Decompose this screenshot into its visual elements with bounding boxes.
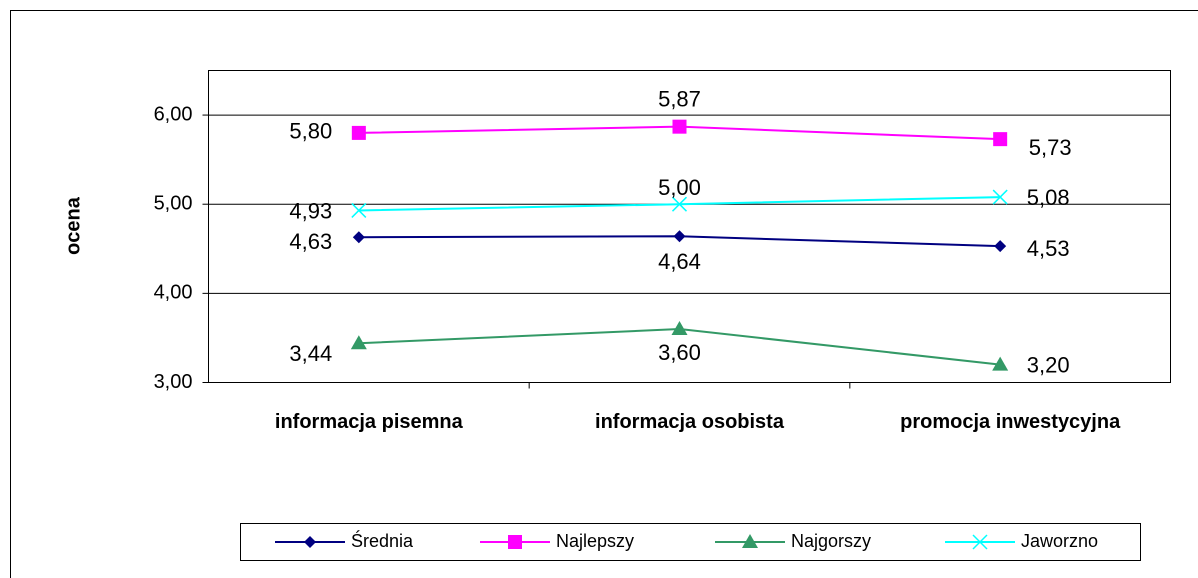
- marker: [350, 335, 367, 350]
- x-tick-label: informacja osobista: [595, 411, 785, 433]
- x-tick-label: promocja inwestycyjna: [900, 411, 1121, 433]
- value-label: 5,00: [658, 175, 701, 200]
- value-label: 5,73: [1029, 135, 1072, 160]
- marker: [352, 231, 365, 244]
- y-tick-label: 5,00: [154, 192, 193, 214]
- legend-label: Najgorszy: [791, 531, 871, 551]
- value-label: 5,80: [289, 119, 332, 144]
- legend-label: Średnia: [351, 530, 414, 551]
- legend-marker: [304, 536, 316, 548]
- marker: [993, 132, 1008, 147]
- marker: [672, 119, 687, 134]
- y-tick-label: 6,00: [154, 103, 193, 125]
- legend-marker: [742, 534, 758, 548]
- value-label: 3,44: [289, 341, 332, 366]
- value-label: 4,64: [658, 249, 701, 274]
- marker: [994, 240, 1007, 253]
- value-label: 3,20: [1027, 352, 1070, 377]
- x-tick-label: informacja pisemna: [275, 411, 464, 433]
- value-label: 5,87: [658, 86, 701, 111]
- y-tick-label: 3,00: [154, 371, 193, 393]
- marker: [671, 196, 688, 212]
- y-axis-label: ocena: [62, 196, 84, 255]
- value-label: 3,60: [658, 340, 701, 365]
- value-label: 4,93: [289, 198, 332, 223]
- value-label: 4,63: [289, 229, 332, 254]
- marker: [673, 230, 686, 243]
- legend-marker: [508, 535, 522, 549]
- marker: [671, 321, 688, 336]
- marker: [992, 189, 1008, 205]
- value-label: 5,08: [1027, 185, 1070, 210]
- legend-marker: [972, 534, 988, 550]
- legend-label: Najlepszy: [556, 531, 634, 551]
- marker: [351, 202, 367, 218]
- y-tick-label: 4,00: [154, 282, 193, 304]
- marker: [992, 356, 1009, 371]
- legend-label: Jaworzno: [1021, 531, 1098, 551]
- value-label: 4,53: [1027, 236, 1070, 261]
- marker: [351, 125, 366, 140]
